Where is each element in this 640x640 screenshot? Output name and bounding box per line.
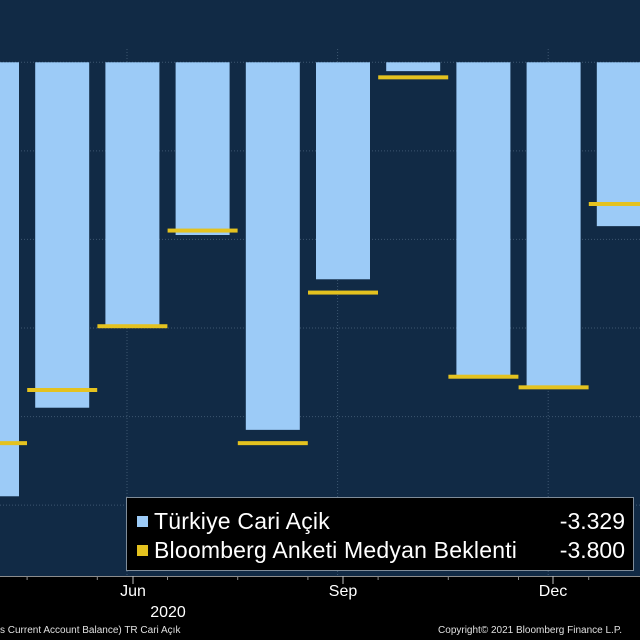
bar xyxy=(526,62,581,386)
expectation-marker xyxy=(378,75,449,80)
expectation-marker xyxy=(518,385,589,390)
x-tick-label: Dec xyxy=(539,583,567,600)
bar xyxy=(316,62,370,280)
legend-value-expected: -3.800 xyxy=(559,536,625,563)
legend-label-actual: Türkiye Cari Açik xyxy=(154,507,330,534)
legend-entry-actual: Türkiye Cari Açik -3.329 xyxy=(137,507,625,535)
legend-swatch-expected xyxy=(137,544,148,556)
expectation-marker xyxy=(308,290,378,295)
x-tick-label: Sep xyxy=(329,583,358,600)
expectation-markers xyxy=(0,75,640,446)
bar xyxy=(35,62,90,408)
expectation-marker xyxy=(237,441,308,446)
bar xyxy=(596,62,640,227)
bar xyxy=(0,62,19,497)
legend: Türkiye Cari Açik -3.329 Bloomberg Anket… xyxy=(126,497,634,571)
legend-value-actual: -3.329 xyxy=(559,507,625,534)
expectation-marker xyxy=(27,388,98,392)
legend-entry-expected: Bloomberg Anketi Medyan Beklenti -3.800 xyxy=(137,536,625,564)
x-axis: Jun Sep Dec 2020 xyxy=(0,576,640,640)
expectation-marker xyxy=(448,374,519,379)
expectation-marker xyxy=(588,202,640,206)
x-axis-band xyxy=(0,576,640,640)
bar xyxy=(456,62,511,377)
x-tick-label: Jun xyxy=(120,583,146,600)
bar xyxy=(386,62,441,72)
legend-swatch-actual xyxy=(137,515,148,527)
bar xyxy=(175,62,230,236)
expectation-marker xyxy=(167,228,238,233)
x-year-label: 2020 xyxy=(150,604,186,621)
footer-copyright: Copyright© 2021 Bloomberg Finance L.P. xyxy=(438,625,622,636)
footer-source: s Current Account Balance) TR Cari Açık xyxy=(0,625,181,636)
expectation-marker xyxy=(0,441,27,446)
bars xyxy=(0,62,640,497)
bar xyxy=(105,62,160,329)
expectation-marker xyxy=(97,324,168,329)
bar xyxy=(245,62,300,430)
legend-label-expected: Bloomberg Anketi Medyan Beklenti xyxy=(154,536,518,563)
